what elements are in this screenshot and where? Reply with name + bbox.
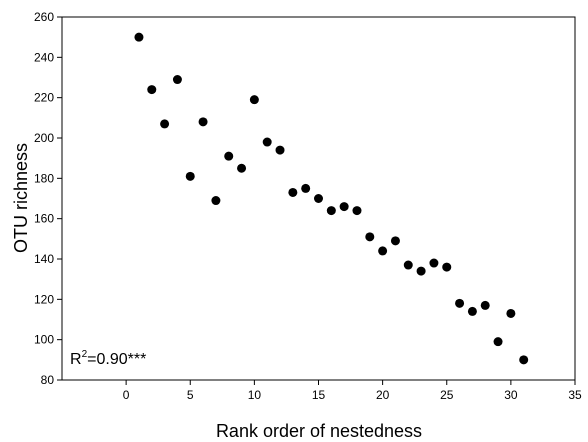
data-point	[352, 206, 362, 216]
y-tick-label: 160	[34, 212, 54, 226]
data-point	[275, 145, 285, 155]
data-point	[403, 260, 413, 270]
data-point	[224, 151, 234, 161]
data-point	[288, 187, 298, 197]
y-tick-label: 200	[34, 131, 54, 145]
data-point	[147, 85, 157, 95]
y-axis-title: OTU richness	[11, 143, 31, 253]
y-tick-label: 100	[34, 333, 54, 347]
data-point	[134, 32, 144, 42]
data-point	[172, 75, 182, 85]
data-point	[237, 163, 247, 173]
x-tick-label: 0	[123, 388, 130, 402]
data-point	[390, 236, 400, 246]
data-point	[339, 202, 349, 212]
data-point	[262, 137, 272, 147]
data-point	[326, 206, 336, 216]
data-point	[455, 298, 465, 308]
data-point	[429, 258, 439, 268]
r-squared-base: R	[70, 351, 82, 368]
y-tick-label: 260	[34, 10, 54, 24]
x-tick-label: 15	[312, 388, 326, 402]
r-squared-value: =0.90***	[87, 351, 146, 368]
data-point	[416, 266, 426, 276]
x-tick-label: 20	[376, 388, 390, 402]
y-tick-label: 180	[34, 171, 54, 185]
x-tick-label: 25	[440, 388, 454, 402]
data-point	[314, 194, 323, 203]
x-axis: 0 5 10 15 20 25 30 35	[123, 380, 582, 402]
y-tick-label: 80	[41, 373, 55, 387]
x-tick-label: 10	[248, 388, 262, 402]
x-tick-label: 30	[504, 388, 518, 402]
data-point	[467, 306, 477, 316]
data-point	[301, 183, 311, 193]
data-point	[480, 300, 490, 310]
y-tick-label: 220	[34, 91, 54, 105]
data-point	[378, 246, 388, 256]
y-tick-label: 140	[34, 252, 54, 266]
y-tick-label: 240	[34, 50, 54, 64]
data-point	[519, 355, 529, 365]
x-tick-label: 35	[568, 388, 582, 402]
data-point	[493, 337, 503, 347]
data-point	[442, 262, 452, 272]
r-squared-sup: 2	[82, 349, 88, 360]
y-tick-label: 120	[34, 292, 54, 306]
data-point	[160, 119, 170, 129]
data-point	[185, 171, 195, 181]
data-point	[365, 232, 375, 242]
y-axis: 80 100 120 140 160 180 200 220 240 260	[34, 10, 62, 387]
data-point	[211, 196, 221, 206]
x-tick-label: 5	[187, 388, 194, 402]
data-point	[249, 95, 259, 105]
data-point	[198, 117, 208, 127]
r-squared-annotation: R2=0.90***	[70, 349, 146, 368]
x-axis-title: Rank order of nestedness	[216, 421, 422, 441]
data-point	[506, 308, 516, 318]
data-points	[134, 32, 529, 365]
